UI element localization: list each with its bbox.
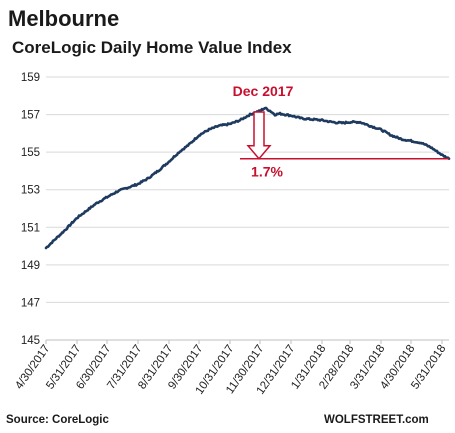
y-tick-label: 155 bbox=[21, 147, 40, 159]
y-tick-label: 149 bbox=[21, 260, 40, 272]
decline-arrow bbox=[246, 111, 272, 160]
y-tick-label: 147 bbox=[21, 297, 40, 309]
chart-title: Melbourne bbox=[8, 6, 119, 31]
source-note: Source: CoreLogic bbox=[6, 414, 109, 426]
y-axis-ticks: 145 147 149 151 153 155 157 159 bbox=[21, 72, 40, 347]
x-axis-ticks: 4/30/20175/31/20176/30/20177/31/20178/31… bbox=[13, 340, 448, 397]
y-tick-label: 153 bbox=[21, 185, 40, 197]
decline-percent-label: 1.7% bbox=[251, 164, 283, 180]
y-tick-label: 151 bbox=[21, 222, 40, 234]
y-tick-label: 145 bbox=[21, 335, 40, 347]
y-tick-label: 157 bbox=[21, 110, 40, 122]
series-line bbox=[44, 106, 451, 250]
peak-label: Dec 2017 bbox=[233, 83, 294, 99]
series-line-layer bbox=[44, 106, 451, 250]
y-tick-label: 159 bbox=[21, 72, 40, 84]
gridlines bbox=[46, 76, 449, 341]
brand-label: WOLFSTREET.com bbox=[324, 414, 429, 426]
chart-subtitle: CoreLogic Daily Home Value Index bbox=[12, 38, 292, 57]
annotations: Dec 2017 1.7% bbox=[233, 83, 449, 180]
